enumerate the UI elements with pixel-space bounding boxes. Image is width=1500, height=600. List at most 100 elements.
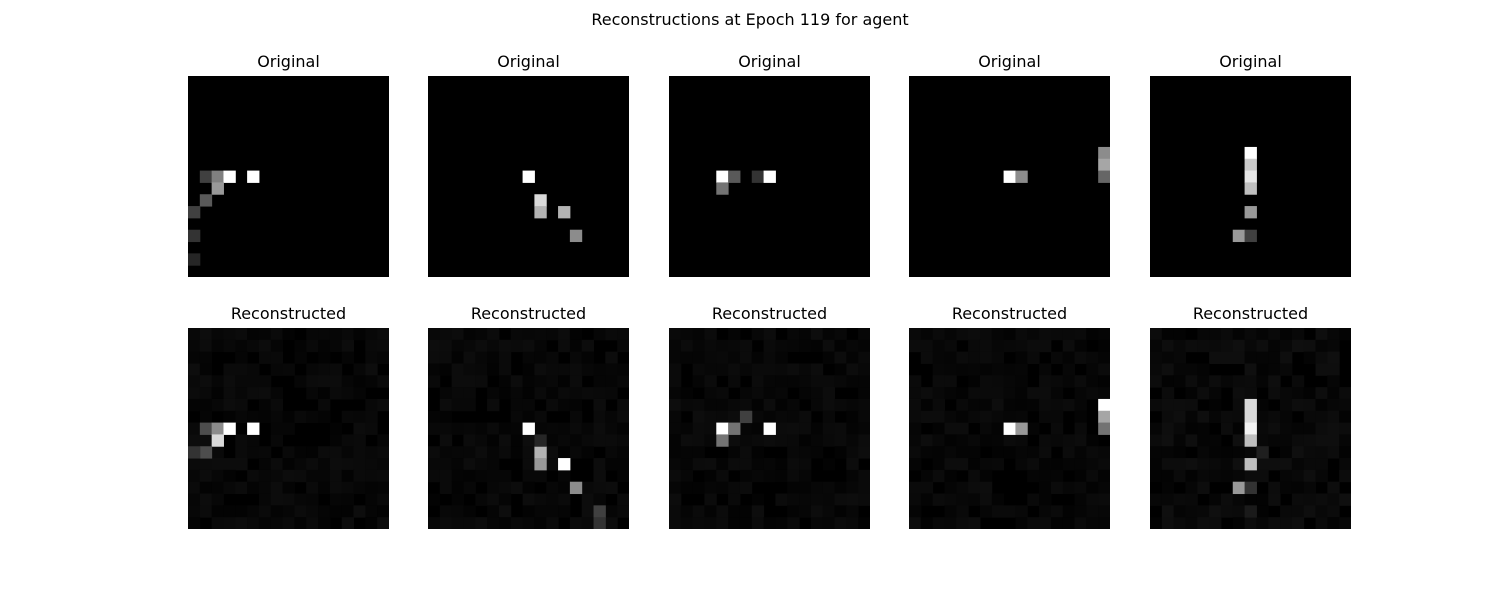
noise-pixel: [223, 469, 236, 483]
noise-pixel: [605, 387, 618, 400]
noise-pixel: [1074, 446, 1087, 459]
noise-pixel: [1197, 481, 1210, 495]
noise-pixel: [728, 458, 741, 471]
noise-pixel: [1086, 375, 1099, 388]
noise-pixel: [534, 505, 547, 518]
noise-pixel: [787, 517, 800, 529]
noise-pixel: [1161, 469, 1175, 483]
noise-pixel: [1173, 375, 1186, 388]
noise-pixel: [451, 351, 464, 364]
noise-pixel: [1050, 458, 1064, 471]
noise-pixel: [1327, 328, 1340, 341]
noise-pixel: [909, 446, 922, 459]
noise-pixel: [522, 434, 535, 447]
noise-pixel: [763, 458, 776, 471]
noise-pixel: [1150, 339, 1163, 353]
noise-pixel: [1173, 410, 1186, 424]
noise-pixel: [341, 351, 355, 364]
noise-pixel: [1027, 351, 1040, 364]
noise-pixel: [428, 458, 441, 471]
noise-pixel: [365, 363, 378, 376]
noise-pixel: [318, 517, 331, 529]
noise-pixel: [680, 505, 694, 518]
noise-pixel: [1015, 458, 1028, 471]
noise-pixel: [235, 375, 248, 388]
noise-pixel: [223, 398, 236, 412]
noise-pixel: [680, 387, 694, 400]
noise-pixel: [522, 493, 535, 506]
pixel: [199, 194, 213, 207]
noise-pixel: [235, 398, 248, 412]
noise-pixel: [1086, 351, 1099, 364]
noise-pixel: [979, 422, 993, 435]
noise-pixel: [920, 387, 934, 400]
noise-pixel: [1015, 434, 1028, 447]
noise-pixel: [498, 446, 512, 459]
noise-pixel: [1086, 493, 1099, 506]
pixel: [522, 170, 535, 183]
noise-pixel: [1185, 339, 1198, 353]
noise-pixel: [498, 339, 512, 353]
noise-pixel: [1232, 351, 1246, 364]
noise-pixel: [258, 493, 272, 506]
noise-pixel: [341, 375, 355, 388]
noise-pixel: [692, 458, 705, 471]
noise-pixel: [258, 387, 272, 400]
noise-pixel: [751, 422, 765, 435]
noise-pixel: [451, 469, 464, 483]
noise-pixel: [463, 469, 476, 483]
noise-pixel: [1185, 493, 1198, 506]
noise-pixel: [1039, 398, 1052, 412]
noise-pixel: [1150, 493, 1163, 506]
noise-pixel: [968, 398, 981, 412]
noise-pixel: [247, 410, 260, 424]
noise-pixel: [258, 398, 272, 412]
noise-pixel: [834, 434, 847, 447]
pixel: [716, 170, 729, 183]
reconstructed-pixel-grid: [909, 328, 1110, 529]
pixel: [534, 434, 547, 447]
noise-pixel: [1086, 517, 1099, 529]
noise-pixel: [1209, 387, 1222, 400]
noise-pixel: [822, 458, 836, 471]
noise-pixel: [669, 517, 682, 529]
noise-pixel: [294, 446, 307, 459]
noise-pixel: [1039, 446, 1052, 459]
noise-pixel: [247, 434, 260, 447]
noise-pixel: [787, 434, 800, 447]
noise-pixel: [1280, 398, 1293, 412]
noise-pixel: [211, 469, 224, 483]
noise-pixel: [680, 422, 694, 435]
noise-pixel: [1327, 505, 1340, 518]
noise-pixel: [439, 387, 453, 400]
noise-pixel: [799, 505, 812, 518]
noise-pixel: [258, 458, 272, 471]
noise-pixel: [1027, 422, 1040, 435]
pixel: [199, 422, 213, 435]
noise-pixel: [1232, 493, 1246, 506]
noise-pixel: [199, 328, 213, 341]
noise-pixel: [329, 505, 343, 518]
noise-pixel: [909, 493, 922, 506]
noise-pixel: [1232, 446, 1246, 459]
noise-pixel: [247, 339, 260, 353]
noise-pixel: [858, 469, 870, 483]
noise-pixel: [235, 505, 248, 518]
noise-pixel: [247, 469, 260, 483]
pixel: [751, 170, 765, 183]
noise-pixel: [751, 363, 765, 376]
noise-pixel: [439, 328, 453, 341]
noise-pixel: [1050, 328, 1064, 341]
noise-pixel: [858, 410, 870, 424]
pixel: [1098, 410, 1110, 424]
noise-pixel: [716, 481, 729, 495]
pixel: [1098, 422, 1110, 435]
noise-pixel: [787, 363, 800, 376]
noise-pixel: [341, 493, 355, 506]
noise-pixel: [211, 481, 224, 495]
noise-pixel: [704, 469, 717, 483]
noise-pixel: [979, 398, 993, 412]
noise-pixel: [1244, 446, 1257, 459]
pixel: [188, 206, 201, 219]
reconstructed-title: Reconstructed: [1192, 304, 1309, 323]
